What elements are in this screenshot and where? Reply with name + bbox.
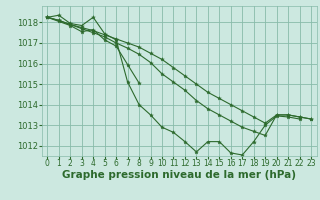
X-axis label: Graphe pression niveau de la mer (hPa): Graphe pression niveau de la mer (hPa) xyxy=(62,170,296,180)
